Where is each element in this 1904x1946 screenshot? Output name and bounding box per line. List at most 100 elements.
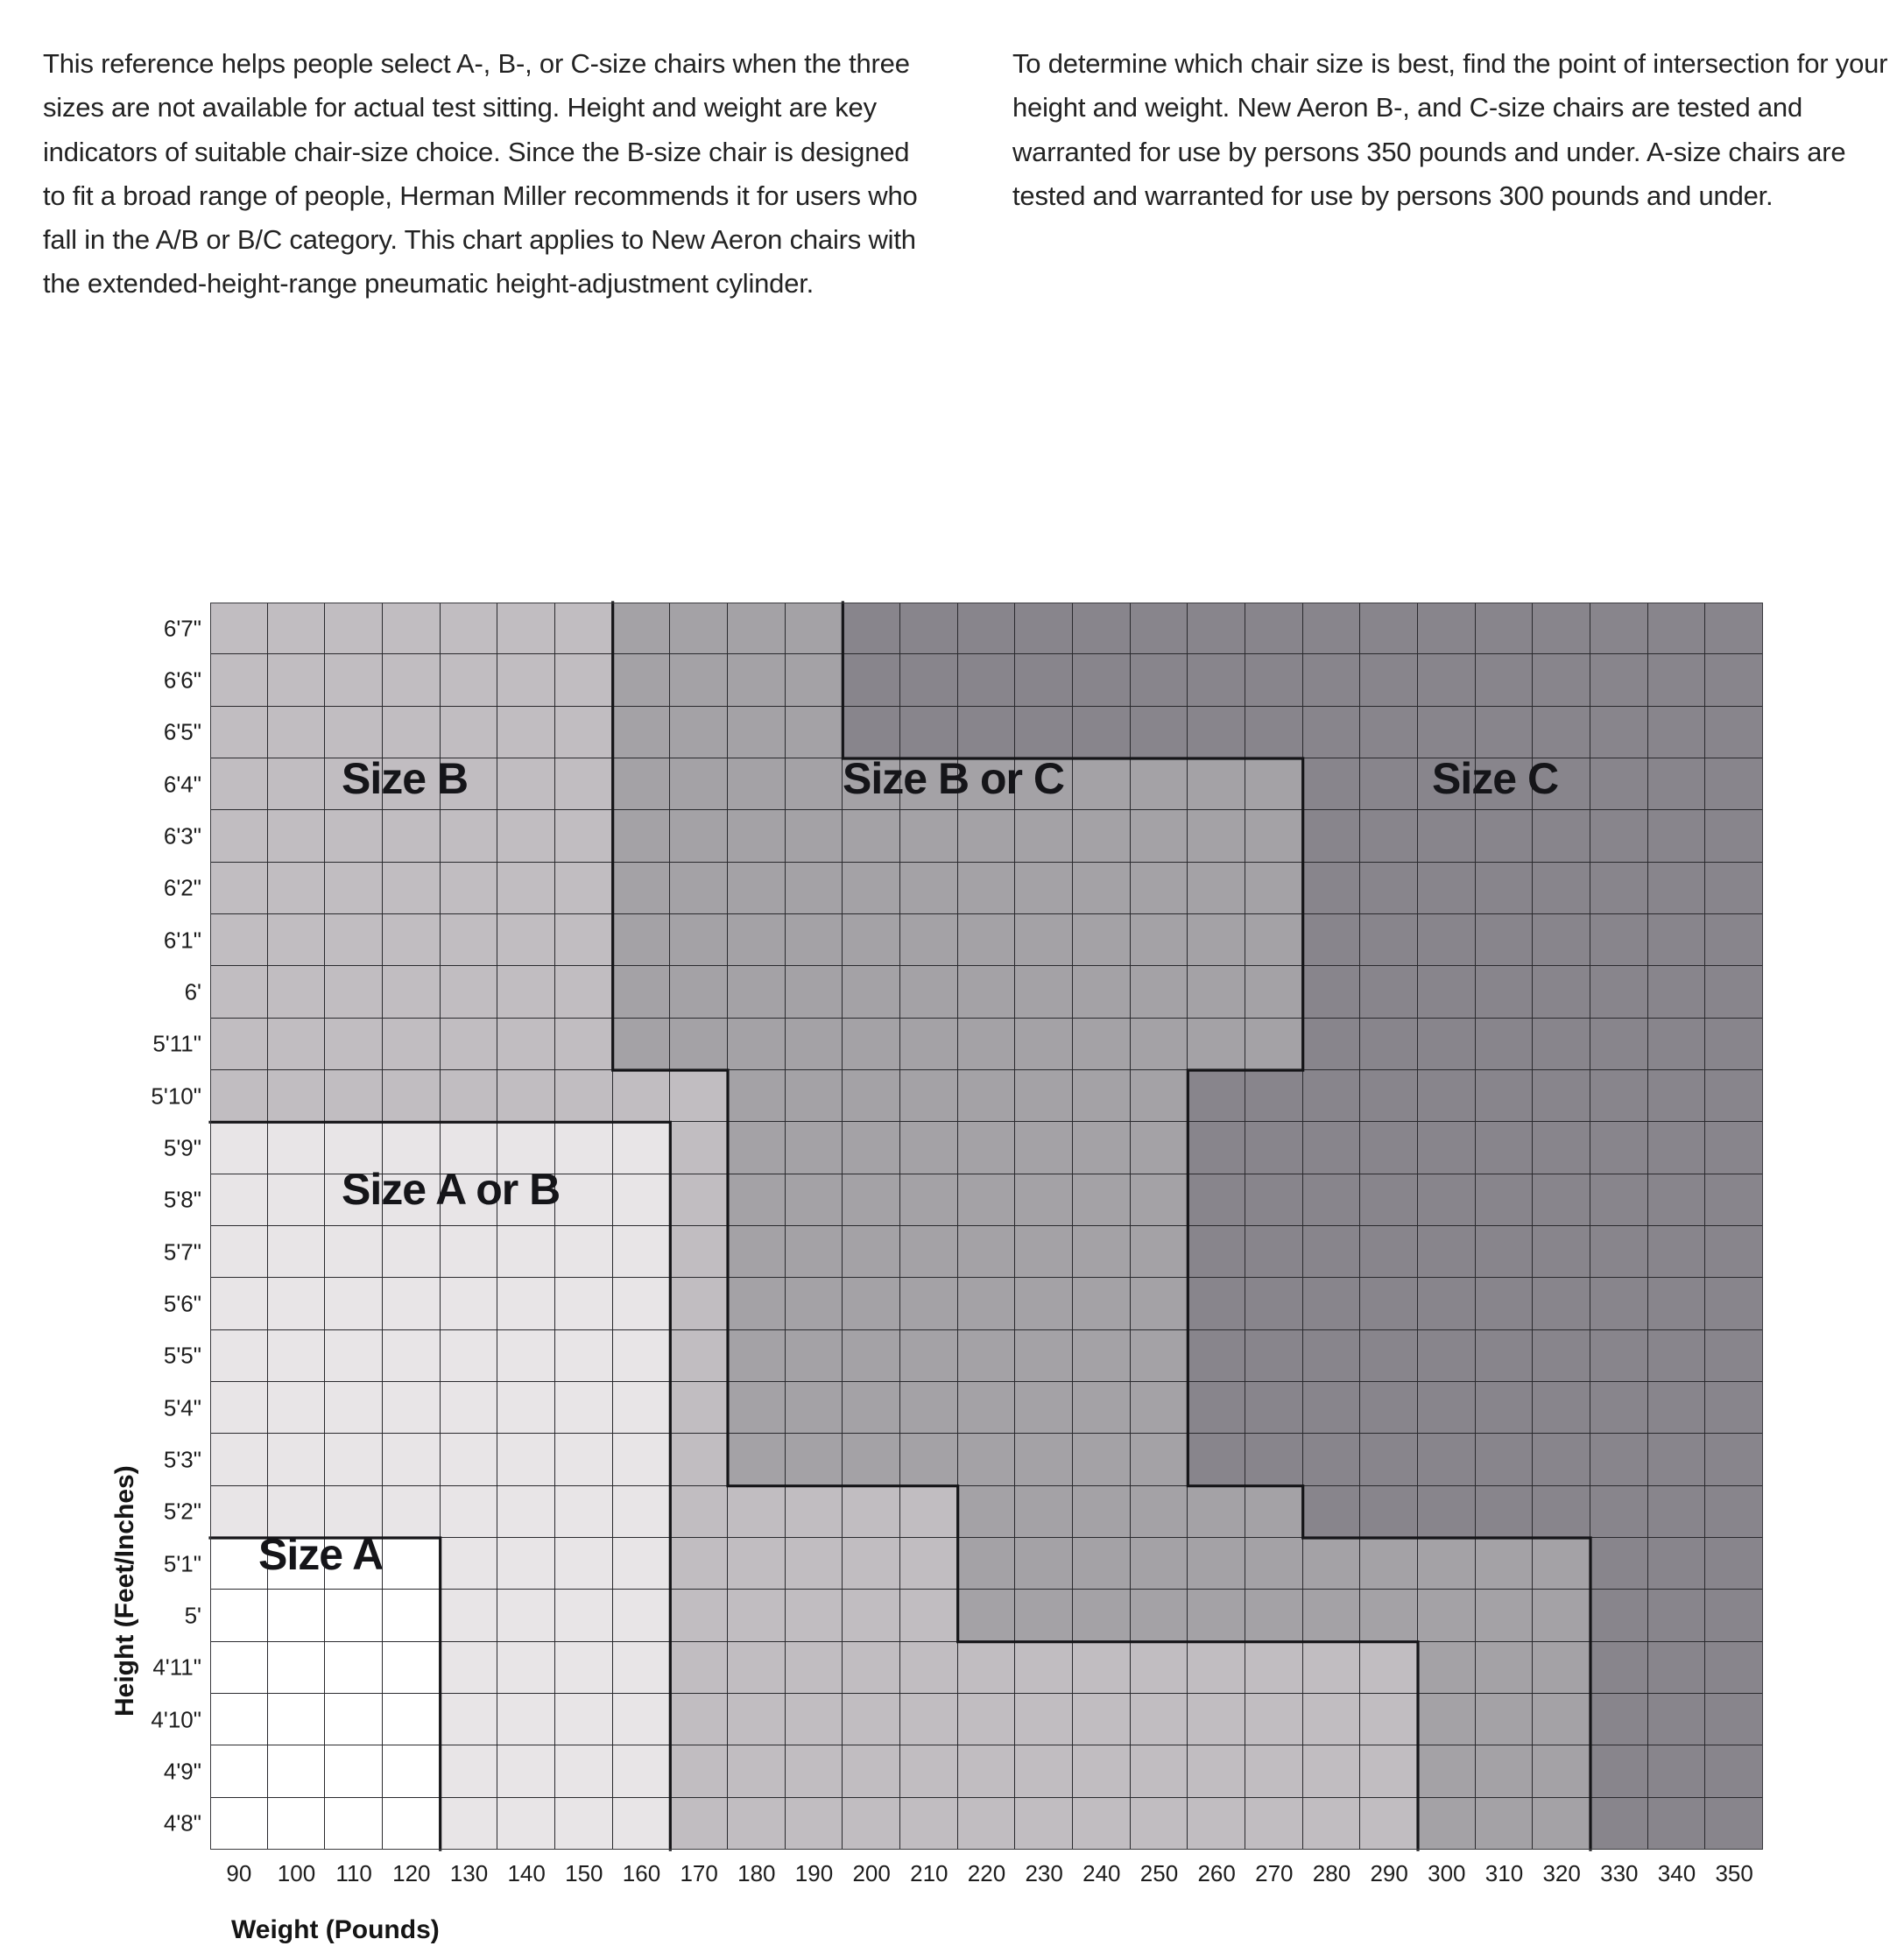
grid-cell (1245, 1382, 1303, 1435)
grid-cell (1073, 810, 1131, 863)
grid-cell (957, 810, 1016, 863)
x-tick-label: 270 (1255, 1860, 1294, 1886)
grid-cell (1533, 1174, 1590, 1226)
grid-cell (1245, 1122, 1303, 1174)
y-tick-label: 5'2" (163, 1498, 201, 1525)
grid-cell (1533, 1694, 1590, 1746)
grid-cell (670, 706, 728, 758)
y-tick-label: 6'5" (163, 718, 201, 745)
grid-cell (1188, 862, 1245, 914)
grid-cell (1360, 1382, 1418, 1435)
y-tick-label: 4'9" (163, 1758, 201, 1785)
y-tick-label: 5'6" (163, 1290, 201, 1317)
grid-cell (785, 966, 843, 1019)
grid-cell (843, 1590, 900, 1642)
grid-cell (1418, 1278, 1476, 1330)
grid-cell (1360, 1641, 1418, 1694)
grid-cell (210, 1329, 268, 1382)
grid-cell (728, 1485, 786, 1538)
x-tick-label: 160 (622, 1860, 661, 1886)
grid-cell (1188, 758, 1245, 811)
grid-cell (1360, 654, 1418, 707)
grid-cell (728, 1122, 786, 1174)
grid-cell (1188, 1694, 1245, 1746)
x-tick-label: 350 (1715, 1860, 1753, 1886)
grid-cell (325, 1070, 383, 1123)
grid-cell (843, 1434, 900, 1486)
y-tick-label: 5'5" (163, 1342, 201, 1369)
grid-cell (1245, 1226, 1303, 1279)
x-tick-label: 280 (1312, 1860, 1351, 1886)
grid-cell (957, 1538, 1016, 1590)
grid-cell (957, 1278, 1016, 1330)
grid-cell (1360, 1797, 1418, 1850)
grid-cell (267, 1434, 326, 1486)
grid-cell (785, 1018, 843, 1070)
grid-cell (670, 1590, 728, 1642)
grid-cell (728, 862, 786, 914)
grid-cell (1245, 1329, 1303, 1382)
grid-cell (612, 914, 671, 967)
y-tick-label: 4'8" (163, 1809, 201, 1837)
grid-cell (325, 1226, 383, 1279)
grid-cell (1533, 1278, 1590, 1330)
grid-cell (1302, 1329, 1361, 1382)
grid-cell (1130, 1122, 1188, 1174)
grid-cell (900, 862, 958, 914)
grid-cell (1533, 603, 1590, 655)
grid-cell (1647, 1329, 1706, 1382)
grid-cell (1418, 1694, 1476, 1746)
grid-cell (785, 1329, 843, 1382)
grid-cell (900, 1745, 958, 1798)
grid-cell (900, 1122, 958, 1174)
grid-cell (843, 862, 900, 914)
grid-cell (1015, 1382, 1073, 1435)
grid-cell (440, 1694, 498, 1746)
grid-cell (1073, 1070, 1131, 1123)
grid-cell (1647, 810, 1706, 863)
grid-cell (383, 862, 441, 914)
grid-cell (785, 758, 843, 811)
grid-cell (267, 1382, 326, 1435)
grid-cell (1015, 706, 1073, 758)
grid-cell (1188, 914, 1245, 967)
grid-cell (843, 1538, 900, 1590)
grid-cell (785, 603, 843, 655)
grid-cell (1647, 1278, 1706, 1330)
grid-cell (1302, 1694, 1361, 1746)
grid-cell (1073, 1538, 1131, 1590)
grid-cell (612, 966, 671, 1019)
grid-cell (670, 1745, 728, 1798)
grid-cell (555, 1538, 613, 1590)
grid-cell (900, 1018, 958, 1070)
grid-cell (497, 1538, 555, 1590)
x-tick-label: 130 (449, 1860, 489, 1886)
grid-cell (1590, 603, 1648, 655)
grid-cell (1015, 1485, 1073, 1538)
grid-cell (1647, 1485, 1706, 1538)
grid-cell (1705, 706, 1763, 758)
grid-cell (843, 603, 900, 655)
grid-cell (325, 810, 383, 863)
grid-cell (785, 1538, 843, 1590)
grid-cell (843, 1018, 900, 1070)
grid-cell (1475, 1641, 1534, 1694)
x-tick-label: 140 (507, 1860, 546, 1886)
grid-cell (383, 1018, 441, 1070)
grid-cell (670, 603, 728, 655)
grid-cell (1418, 1226, 1476, 1279)
grid-cell (728, 1745, 786, 1798)
grid-cell (843, 1641, 900, 1694)
grid-cell (1245, 862, 1303, 914)
grid-cell (785, 1485, 843, 1538)
grid-cell (900, 1278, 958, 1330)
grid-cell (1245, 1538, 1303, 1590)
grid-cell (900, 1485, 958, 1538)
grid-cell (612, 1745, 671, 1798)
x-tick-label: 230 (1025, 1860, 1063, 1886)
grid-cell (1073, 1434, 1131, 1486)
grid-cell (383, 1797, 441, 1850)
grid-cell (1073, 1329, 1131, 1382)
x-tick-label: 220 (967, 1860, 1006, 1886)
grid-cell (210, 1590, 268, 1642)
